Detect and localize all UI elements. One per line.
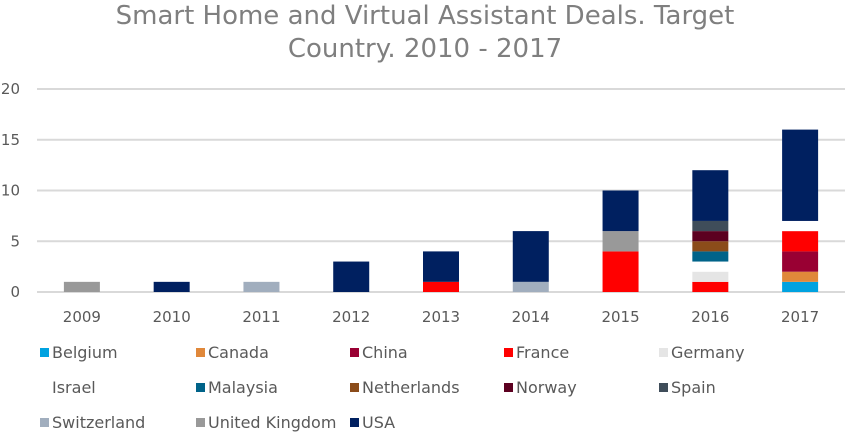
bar-segment-china — [782, 251, 819, 272]
legend-label: Netherlands — [362, 378, 460, 397]
bar-segment-germany — [692, 271, 729, 282]
x-tick-label: 2009 — [63, 308, 101, 326]
x-tick-label: 2017 — [781, 308, 819, 326]
bar-segment-belgium — [782, 281, 819, 292]
legend-item: Norway — [504, 378, 577, 397]
legend-swatch — [196, 383, 205, 392]
legend-item: United Kingdom — [196, 413, 336, 432]
bar-segment-netherlands — [692, 241, 729, 252]
legend-item: Germany — [659, 343, 745, 362]
legend-item: Spain — [659, 378, 716, 397]
legend-swatch — [196, 418, 205, 427]
legend-label: Spain — [671, 378, 716, 397]
bar-segment-france — [602, 251, 639, 292]
legend-label: Switzerland — [52, 413, 146, 432]
y-tick-label: 5 — [10, 232, 20, 250]
bar-segment-united-kingdom — [63, 281, 100, 292]
bar-segment-france — [782, 231, 819, 252]
y-tick-label: 15 — [1, 131, 20, 149]
legend-swatch — [196, 348, 205, 357]
y-tick-label: 20 — [1, 80, 20, 98]
legend-item: China — [350, 343, 408, 362]
legend-swatch — [350, 418, 359, 427]
legend-label: Malaysia — [208, 378, 278, 397]
chart-title: Smart Home and Virtual Assistant Deals. … — [0, 0, 850, 66]
legend-swatch — [504, 348, 513, 357]
legend-swatch — [350, 348, 359, 357]
bar-segment-canada — [782, 271, 819, 282]
bar-segment-switzerland — [243, 281, 280, 292]
legend-item: Israel — [40, 378, 96, 397]
y-tick-label: 10 — [1, 182, 20, 200]
x-tick-label: 2015 — [601, 308, 639, 326]
bar-segment-usa — [512, 231, 549, 282]
legend-label: Germany — [671, 343, 745, 362]
legend-label: Belgium — [52, 343, 118, 362]
bar-segment-france — [423, 281, 459, 292]
bar-segment-france — [692, 281, 729, 292]
bar-segment-spain — [692, 220, 729, 232]
legend-label: France — [516, 343, 570, 362]
x-tick-label: 2014 — [512, 308, 550, 326]
legend-item: Netherlands — [350, 378, 460, 397]
legend-item: Belgium — [40, 343, 118, 362]
legend-item: Switzerland — [40, 413, 145, 432]
x-tick-label: 2010 — [153, 308, 191, 326]
legend-swatch — [659, 348, 668, 357]
legend-swatch — [350, 383, 359, 392]
legend-item: USA — [350, 413, 395, 432]
legend-label: USA — [362, 413, 396, 432]
legend-label: China — [362, 343, 408, 362]
bar-segment-israel — [692, 261, 729, 272]
legend-swatch — [40, 383, 49, 392]
legend-swatch — [40, 348, 49, 357]
x-tick-label: 2016 — [691, 308, 729, 326]
legend-item: France — [504, 343, 569, 362]
legend-swatch — [504, 383, 513, 392]
bar-segment-norway — [692, 231, 729, 242]
chart-title-line-2: Country. 2010 - 2017 — [287, 34, 563, 64]
bar-segment-usa — [153, 281, 190, 292]
bar-segment-israel — [782, 220, 819, 232]
bar-segment-malaysia — [692, 251, 729, 262]
legend-item: Malaysia — [196, 378, 278, 397]
chart-title-line-1: Smart Home and Virtual Assistant Deals. … — [115, 1, 735, 31]
bar-segment-switzerland — [512, 281, 549, 292]
x-tick-label: 2012 — [332, 308, 370, 326]
legend-item: Canada — [196, 343, 269, 362]
bar-segment-usa — [333, 261, 370, 292]
x-tick-label: 2013 — [422, 308, 460, 326]
legend-swatch — [40, 418, 49, 427]
x-tick-label: 2011 — [242, 308, 280, 326]
stacked-bar-chart: 0 5 10 15 20 2009 2010 2011 2012 2013 2014 2015 2016… — [1, 80, 845, 326]
bar-segment-usa — [782, 129, 819, 221]
legend-swatch — [659, 383, 668, 392]
legend-label: United Kingdom — [208, 413, 337, 432]
bar-segment-united-kingdom — [602, 231, 639, 252]
y-tick-label: 0 — [10, 283, 20, 301]
legend-label: Canada — [208, 343, 269, 362]
legend-label: Israel — [52, 378, 96, 397]
legend-label: Norway — [516, 378, 577, 397]
bar-segment-usa — [423, 251, 459, 282]
bar-segment-usa — [602, 190, 639, 232]
bar-segment-usa — [692, 170, 729, 221]
